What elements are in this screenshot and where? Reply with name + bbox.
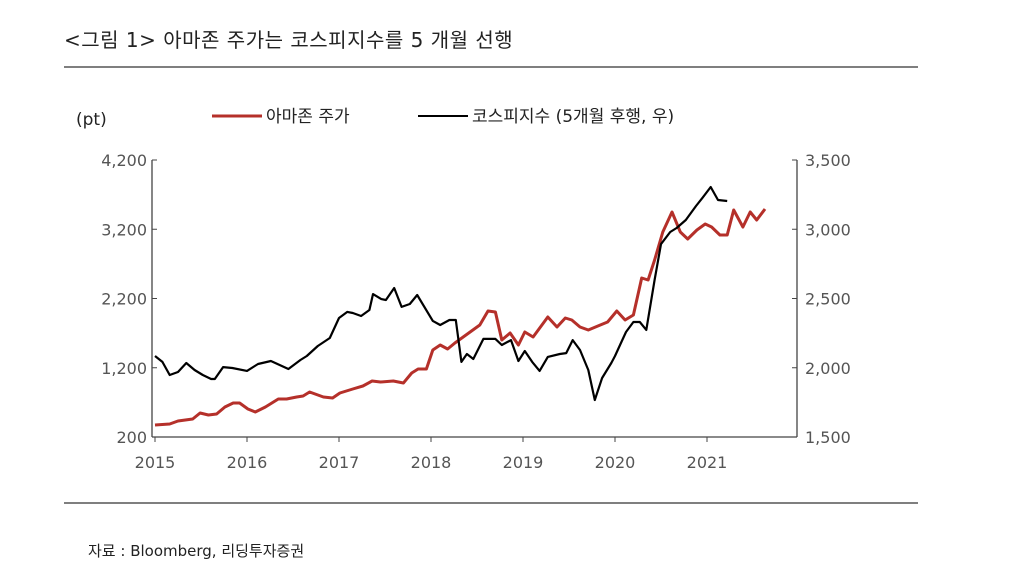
x-tick-label: 2015 (135, 453, 176, 472)
x-tick-label: 2018 (411, 453, 452, 472)
left-tick-label: 2,200 (101, 290, 147, 309)
right-tick-label: 3,500 (805, 151, 851, 170)
x-tick-label: 2016 (227, 453, 268, 472)
y-axis-unit: (pt) (76, 110, 107, 130)
right-tick-label: 1,500 (805, 428, 851, 447)
amazon-price-line (154, 208, 767, 427)
x-tick-label: 2020 (595, 453, 636, 472)
figure-title: <그림 1> 아마존 주가는 코스피지수를 5 개월 선행 (64, 28, 514, 52)
legend-label-kospi: 코스피지수 (5개월 후행, 우) (472, 107, 674, 127)
x-tick-label: 2019 (503, 453, 544, 472)
x-tick-label: 2017 (319, 453, 360, 472)
left-tick-label: 1,200 (101, 359, 147, 378)
source-note: 자료 : Bloomberg, 리딩투자증권 (88, 542, 305, 560)
legend-label-amazon: 아마존 주가 (266, 107, 350, 127)
left-tick-label: 3,200 (101, 220, 147, 239)
left-tick-label: 200 (116, 428, 147, 447)
right-tick-label: 2,000 (805, 359, 851, 378)
kospi-index-line (154, 185, 728, 402)
right-tick-label: 2,500 (805, 290, 851, 309)
x-tick-label: 2021 (687, 453, 728, 472)
right-tick-label: 3,000 (805, 220, 851, 239)
left-tick-label: 4,200 (101, 151, 147, 170)
